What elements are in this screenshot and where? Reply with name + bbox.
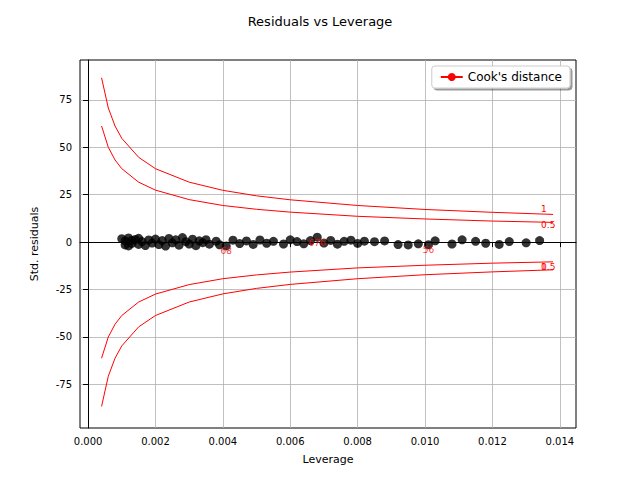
svg-text:50: 50: [59, 142, 72, 153]
svg-text:25: 25: [59, 189, 72, 200]
svg-text:-75: -75: [56, 379, 72, 390]
svg-text:1: 1: [541, 262, 547, 272]
svg-text:0.002: 0.002: [141, 436, 170, 447]
svg-text:0.5: 0.5: [541, 220, 555, 230]
svg-text:1: 1: [541, 204, 547, 214]
svg-text:68: 68: [221, 246, 233, 256]
svg-text:676: 676: [309, 238, 326, 248]
svg-text:0.008: 0.008: [343, 436, 372, 447]
svg-text:Std. residuals: Std. residuals: [28, 206, 41, 281]
svg-text:0.5: 0.5: [541, 262, 555, 272]
svg-text:-25: -25: [56, 284, 72, 295]
svg-text:56: 56: [423, 245, 435, 255]
svg-text:0.014: 0.014: [546, 436, 575, 447]
svg-text:0.010: 0.010: [411, 436, 440, 447]
svg-text:0.006: 0.006: [276, 436, 305, 447]
svg-text:0: 0: [66, 237, 72, 248]
svg-text:Leverage: Leverage: [303, 453, 354, 466]
svg-text:0.012: 0.012: [478, 436, 507, 447]
svg-text:0.000: 0.000: [74, 436, 103, 447]
svg-text:Residuals vs Leverage: Residuals vs Leverage: [248, 14, 393, 29]
svg-text:75: 75: [59, 94, 72, 105]
svg-text:-50: -50: [56, 331, 72, 342]
svg-text:Cook's distance: Cook's distance: [468, 70, 562, 84]
svg-text:0.004: 0.004: [209, 436, 238, 447]
